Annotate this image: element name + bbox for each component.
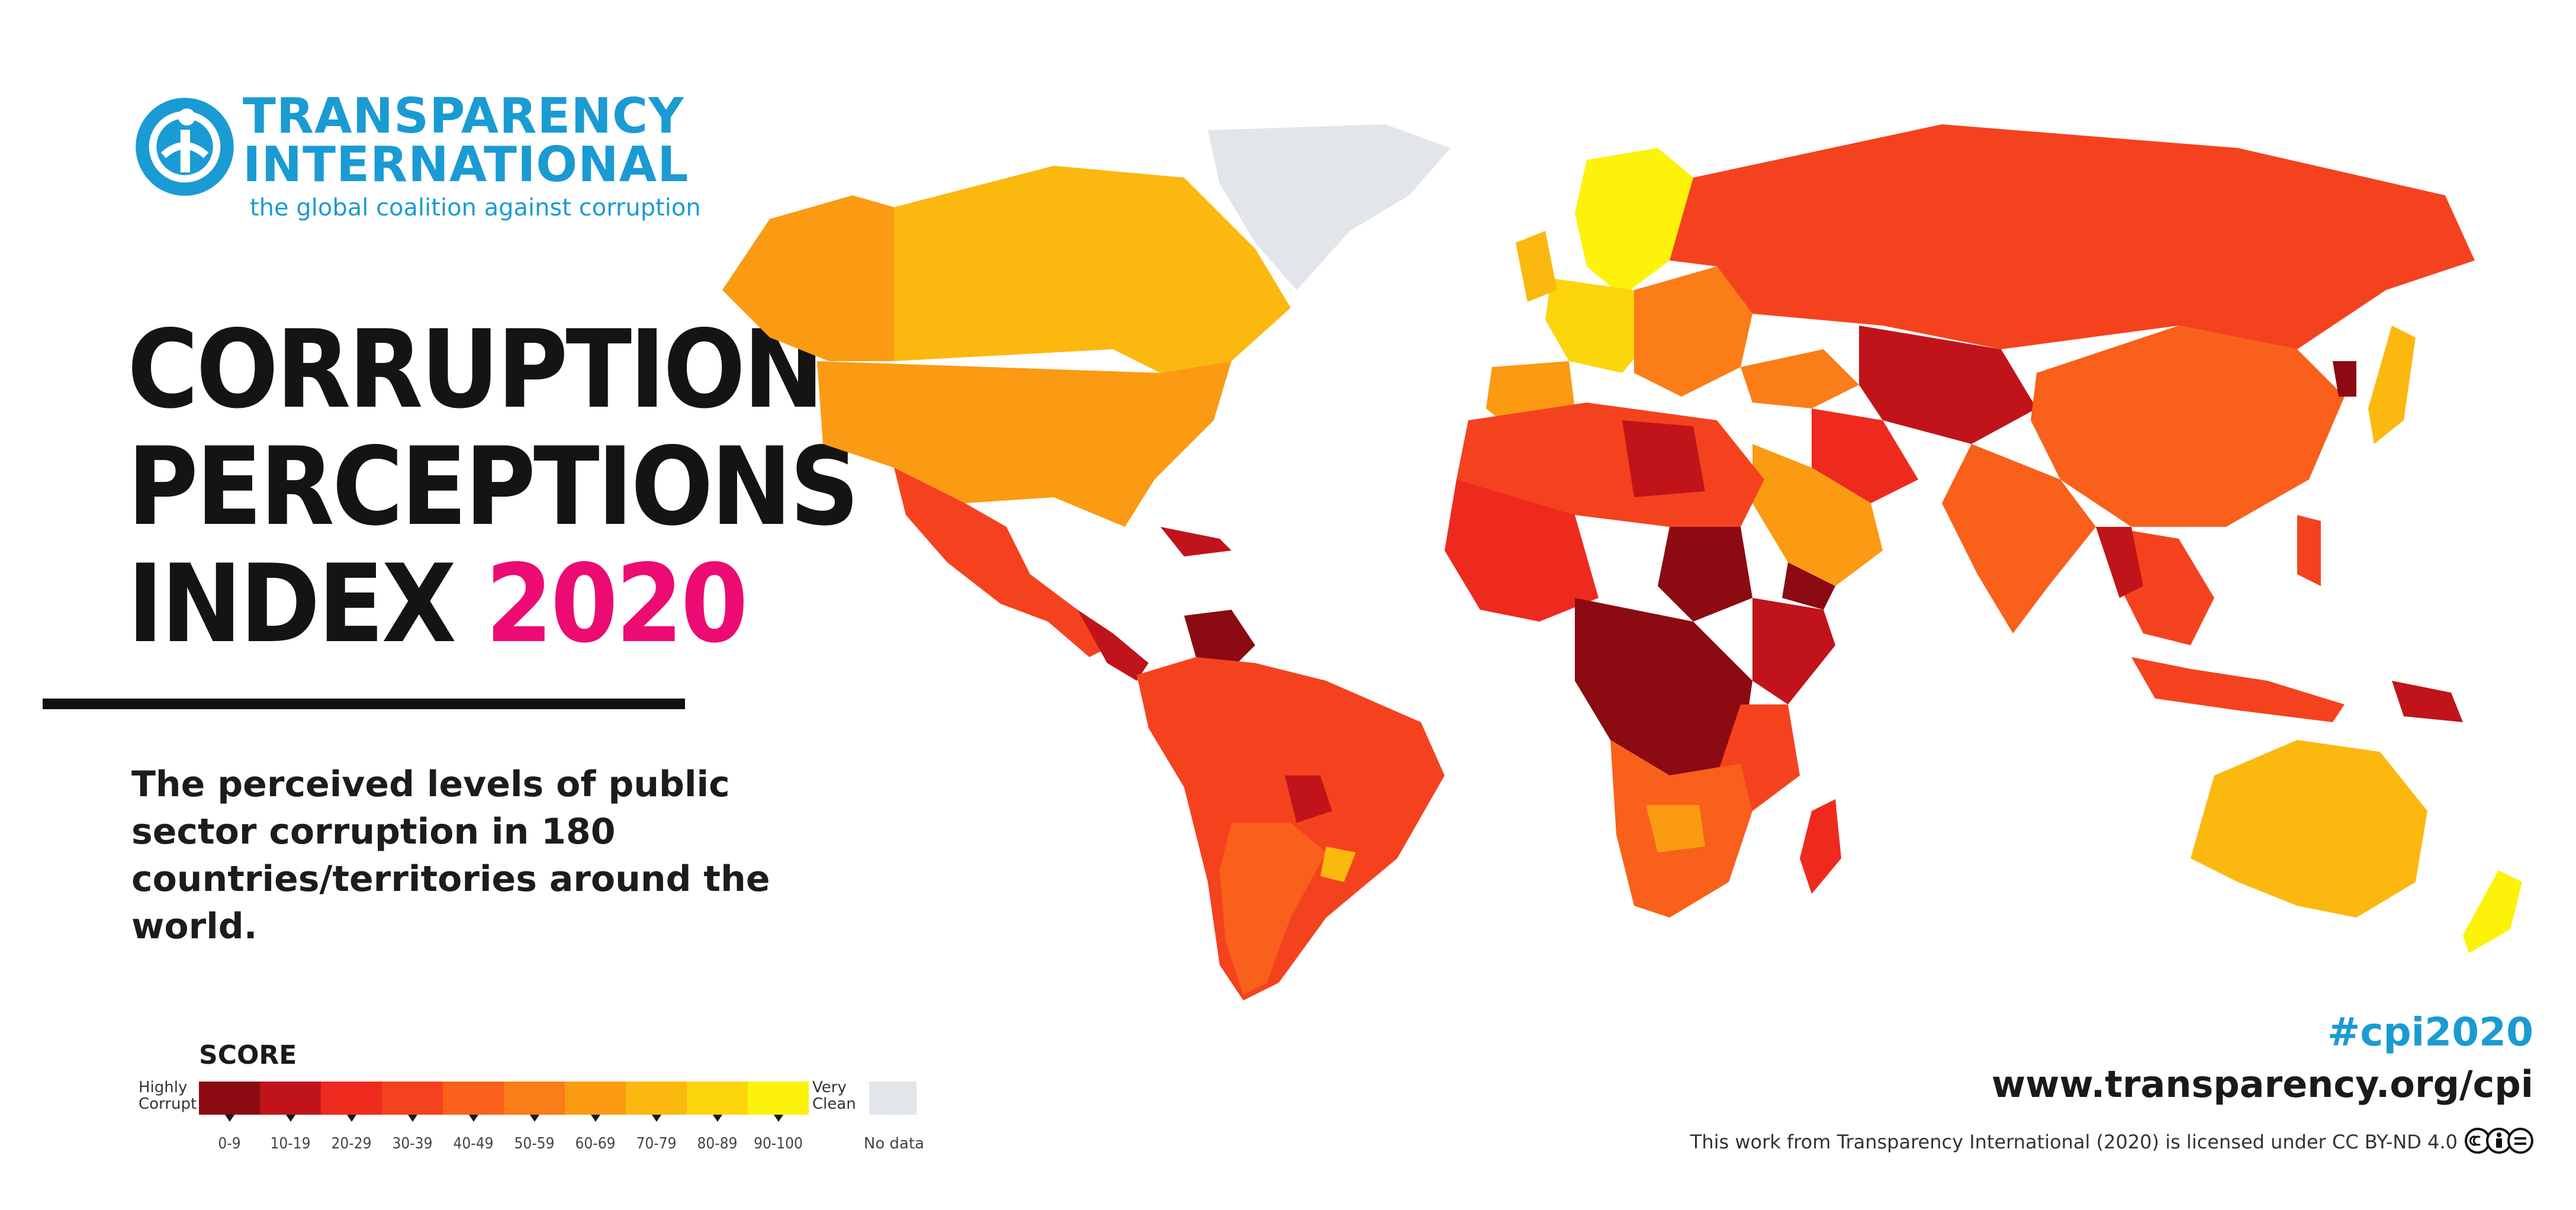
- region-mexico: [894, 468, 1113, 657]
- title-year: 2020: [485, 541, 748, 667]
- legend-range-label: 50-59: [514, 1135, 555, 1153]
- region-western-europe: [1545, 278, 1652, 373]
- region-central-asia: [1859, 326, 2037, 444]
- title-divider: [43, 699, 685, 709]
- organization-name-line1: TRANSPARENCY: [243, 88, 684, 144]
- cc-icon: [2465, 1128, 2491, 1154]
- legend-tick: [199, 1115, 260, 1132]
- page-title: CORRUPTION PERCEPTIONS INDEX 2020: [127, 307, 860, 662]
- region-china: [2031, 326, 2345, 527]
- region-australia: [2191, 740, 2427, 918]
- legend-swatch-0-9: [199, 1082, 260, 1115]
- region-alaska: [722, 195, 894, 361]
- region-horn-africa: [1752, 598, 1835, 704]
- legend-swatch-80-89: [687, 1082, 748, 1115]
- legend-range-label: 90-100: [754, 1135, 803, 1153]
- region-botswana: [1646, 805, 1705, 852]
- region-new-zealand: [2463, 870, 2522, 953]
- legend-swatch-10-19: [260, 1082, 321, 1115]
- region-scandinavia: [1575, 148, 1693, 296]
- region-chile-uruguay: [1320, 847, 1356, 882]
- legend-swatch-50-59: [504, 1082, 565, 1115]
- license-text: This work from Transparency Internationa…: [1690, 1131, 2458, 1153]
- legend-tick: [260, 1115, 321, 1132]
- region-russia: [1670, 124, 2475, 349]
- legend-range-label: 30-39: [392, 1135, 433, 1153]
- region-greenland: [1208, 124, 1451, 290]
- legend-tick: [626, 1115, 687, 1132]
- legend-range-label: 10-19: [270, 1135, 311, 1153]
- legend-title: SCORE: [199, 1040, 297, 1070]
- region-venezuela: [1184, 610, 1255, 669]
- legend-color-bar: [199, 1082, 809, 1115]
- region-canada: [894, 166, 1291, 373]
- organization-logo: TRANSPARENCY INTERNATIONAL the global co…: [131, 89, 701, 225]
- legend-swatch-30-39: [382, 1082, 443, 1115]
- region-korea: [2333, 361, 2356, 397]
- region-central-africa: [1575, 598, 1752, 775]
- subtitle: The perceived levels of public sector co…: [131, 764, 770, 947]
- legend-swatch-60-69: [565, 1082, 626, 1115]
- cc-license-icons: [2465, 1128, 2533, 1154]
- legend-ticks: [199, 1115, 809, 1132]
- legend-tick: [382, 1115, 443, 1132]
- region-usa: [817, 361, 1231, 527]
- region-arabia: [1752, 444, 1883, 586]
- legend-tick: [565, 1115, 626, 1132]
- score-legend: SCORE Highly Corrupt 0-9 10-19 20-29 30-39 4…: [136, 1033, 965, 1169]
- region-indonesia: [2131, 657, 2345, 722]
- title-index: INDEX: [127, 541, 456, 667]
- region-yemen: [1782, 562, 1835, 610]
- legend-low-label: Highly Corrupt: [139, 1079, 197, 1113]
- hashtag: #cpi2020: [2327, 1009, 2533, 1055]
- legend-tick: [443, 1115, 504, 1132]
- legend-range-label: 40-49: [453, 1135, 494, 1153]
- region-argentina: [1220, 823, 1326, 995]
- legend-range-label: 60-69: [575, 1135, 616, 1153]
- region-sudan: [1658, 527, 1752, 622]
- region-madagascar: [1800, 799, 1841, 894]
- region-central-america: [1078, 610, 1149, 681]
- legend-range-label: 70-79: [636, 1135, 677, 1153]
- region-west-africa: [1445, 480, 1599, 622]
- cc-nd-icon: [2507, 1128, 2533, 1154]
- organization-tagline: the global coalition against corruption: [250, 194, 701, 221]
- legend-tick: [748, 1115, 809, 1132]
- region-paraguay: [1285, 775, 1332, 823]
- world-map: [722, 124, 2522, 1000]
- legend-no-data-swatch: [869, 1082, 916, 1115]
- title-line2: PERCEPTIONS: [127, 424, 860, 549]
- region-papua-new-guinea: [2392, 681, 2463, 722]
- legend-no-data-label: No data: [863, 1135, 925, 1153]
- title-line3: INDEX 2020: [127, 545, 748, 662]
- legend-tick: [687, 1115, 748, 1132]
- region-uk: [1516, 231, 1557, 302]
- region-iran: [1812, 408, 1918, 503]
- legend-high-label: Very Clean: [812, 1079, 856, 1113]
- legend-range-label: 80-89: [697, 1135, 738, 1153]
- region-japan: [2368, 326, 2416, 444]
- legend-swatch-70-79: [626, 1082, 687, 1115]
- region-libya: [1622, 420, 1705, 497]
- region-myanmar: [2096, 527, 2143, 598]
- region-caribbean: [1160, 527, 1231, 556]
- legend-tick: [504, 1115, 565, 1132]
- transparency-logo-icon: [136, 98, 234, 196]
- legend-range-labels: 0-9 10-19 20-29 30-39 40-49 50-59 60-69 70-79 80…: [199, 1135, 809, 1153]
- legend-range-label: 20-29: [331, 1135, 372, 1153]
- legend-swatch-20-29: [321, 1082, 382, 1115]
- region-philippines: [2297, 515, 2321, 586]
- region-eastern-europe: [1634, 266, 1752, 397]
- legend-range-label: 0-9: [218, 1135, 241, 1153]
- region-turkey-caucasus: [1741, 349, 1859, 408]
- legend-swatch-40-49: [443, 1082, 504, 1115]
- legend-swatch-90-100: [748, 1082, 809, 1115]
- region-india: [1942, 444, 2096, 633]
- legend-tick: [321, 1115, 382, 1132]
- title-line1: CORRUPTION: [127, 307, 824, 432]
- organization-name-line2: INTERNATIONAL: [243, 137, 689, 193]
- website-link[interactable]: www.transparency.org/cpi: [1991, 1063, 2533, 1106]
